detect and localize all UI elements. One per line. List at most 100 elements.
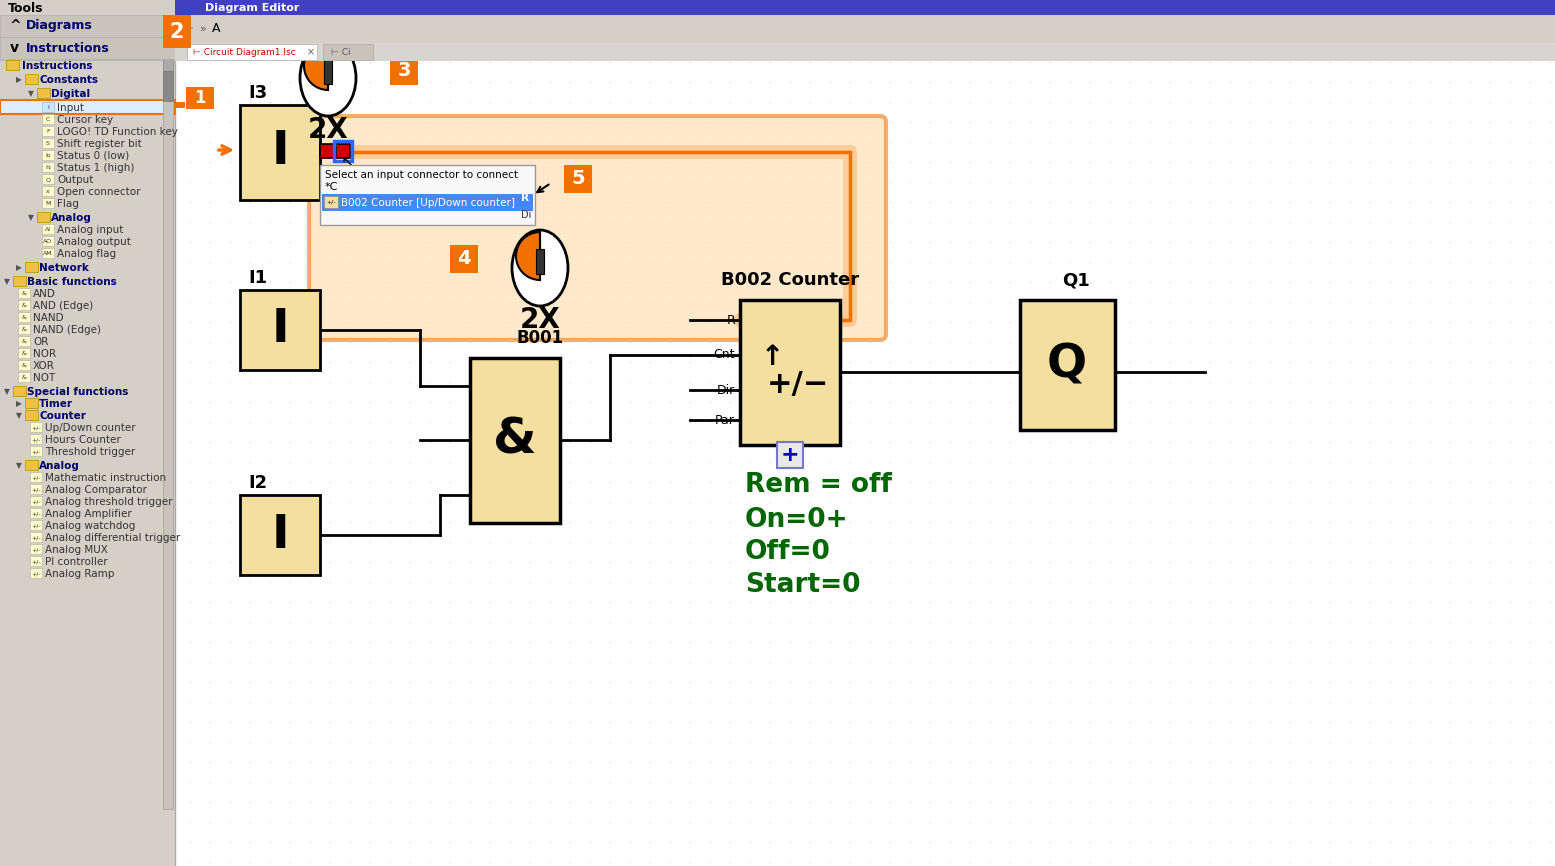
Text: C: C	[45, 117, 50, 122]
Text: Analog input: Analog input	[58, 225, 123, 235]
Text: ⊢ Ci: ⊢ Ci	[331, 48, 350, 57]
Text: A: A	[211, 23, 221, 36]
Text: AM: AM	[44, 251, 53, 256]
Bar	[176, 102, 185, 108]
Bar	[42, 102, 54, 112]
Text: R: R	[521, 193, 529, 203]
Ellipse shape	[300, 40, 356, 116]
Text: I: I	[271, 513, 289, 558]
Text: Cnt: Cnt	[714, 348, 736, 361]
Bar	[322, 194, 533, 211]
Bar	[30, 532, 42, 542]
Bar	[25, 460, 37, 470]
Bar	[37, 88, 50, 98]
Text: Open connector: Open connector	[58, 187, 140, 197]
Text: Diagram Editor: Diagram Editor	[205, 3, 300, 13]
Bar	[187, 44, 317, 60]
Bar	[0, 37, 176, 59]
Text: ▼: ▼	[28, 214, 34, 223]
Bar	[25, 262, 37, 272]
Text: Analog MUX: Analog MUX	[45, 545, 107, 555]
Text: Par: Par	[715, 413, 736, 426]
Text: Q1: Q1	[1062, 271, 1090, 289]
Bar	[176, 15, 1555, 43]
Bar	[0, 100, 176, 114]
Bar	[323, 44, 373, 60]
Text: B002 Counter [Up/Down counter]: B002 Counter [Up/Down counter]	[341, 197, 515, 208]
Text: +/-: +/-	[327, 199, 336, 204]
Text: »: »	[201, 24, 207, 34]
Bar	[30, 472, 42, 482]
Text: Up/Down counter: Up/Down counter	[45, 423, 135, 433]
Bar	[163, 59, 173, 809]
Text: I: I	[47, 105, 48, 110]
Text: Constants: Constants	[39, 75, 98, 85]
Text: AO: AO	[44, 239, 53, 244]
Bar	[740, 300, 840, 445]
Bar	[202, 102, 211, 108]
Text: I2: I2	[247, 474, 267, 492]
Text: &: &	[22, 375, 26, 380]
Bar	[19, 336, 30, 346]
Text: Rem = off: Rem = off	[745, 472, 893, 498]
Text: XOR: XOR	[33, 361, 54, 371]
Text: ▶: ▶	[16, 263, 22, 273]
Text: I: I	[271, 307, 289, 352]
Text: ▶: ▶	[16, 75, 22, 85]
Bar	[42, 248, 54, 258]
Text: Analog Amplifier: Analog Amplifier	[45, 509, 132, 519]
Bar	[176, 0, 1555, 15]
Text: B002 Counter: B002 Counter	[722, 271, 858, 289]
Bar	[320, 165, 535, 225]
Text: Instructions: Instructions	[26, 42, 110, 55]
Text: I3: I3	[247, 84, 267, 102]
Bar	[336, 144, 350, 158]
Text: NAND: NAND	[33, 313, 64, 323]
Bar	[239, 105, 320, 200]
Text: Q: Q	[45, 177, 50, 182]
Text: +: +	[781, 445, 799, 465]
Bar	[390, 57, 418, 85]
Text: NAND (Edge): NAND (Edge)	[33, 325, 101, 335]
Text: Off=0: Off=0	[745, 539, 830, 565]
Text: NOR: NOR	[33, 349, 56, 359]
Bar	[163, 71, 173, 101]
Text: 2X: 2X	[308, 116, 348, 144]
Bar	[42, 236, 54, 246]
Text: Analog differential trigger: Analog differential trigger	[45, 533, 180, 543]
Text: Shift register bit: Shift register bit	[58, 139, 142, 149]
Bar	[30, 446, 42, 456]
Bar	[19, 288, 30, 298]
Bar	[239, 495, 320, 575]
Text: Flag: Flag	[58, 199, 79, 209]
Bar	[19, 324, 30, 334]
Text: I: I	[271, 130, 289, 175]
Text: Network: Network	[39, 263, 89, 273]
Text: ▼: ▼	[16, 462, 22, 470]
Bar	[1020, 300, 1115, 430]
Text: +/-: +/-	[31, 449, 40, 454]
Bar	[42, 114, 54, 124]
Text: AND: AND	[33, 289, 56, 299]
Text: Input: Input	[58, 103, 84, 113]
Text: ⊢: ⊢	[183, 24, 193, 34]
Text: S: S	[47, 141, 50, 146]
Bar	[176, 43, 1555, 61]
Text: Dir: Dir	[717, 384, 736, 397]
Text: &: &	[493, 416, 536, 464]
Bar	[449, 245, 477, 273]
Bar	[19, 300, 30, 310]
Bar	[470, 358, 560, 523]
Wedge shape	[303, 42, 328, 90]
Bar	[19, 372, 30, 382]
Bar	[323, 196, 337, 208]
Bar	[536, 249, 544, 274]
Bar	[42, 138, 54, 148]
Text: +/-: +/-	[31, 475, 40, 480]
Bar	[12, 386, 26, 396]
Ellipse shape	[512, 230, 568, 306]
Bar	[187, 87, 215, 109]
Bar	[30, 520, 42, 530]
Text: On=0+: On=0+	[745, 507, 849, 533]
Text: ×: ×	[306, 48, 316, 57]
